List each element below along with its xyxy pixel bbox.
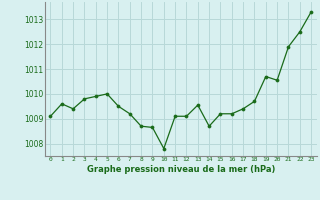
- X-axis label: Graphe pression niveau de la mer (hPa): Graphe pression niveau de la mer (hPa): [87, 165, 275, 174]
